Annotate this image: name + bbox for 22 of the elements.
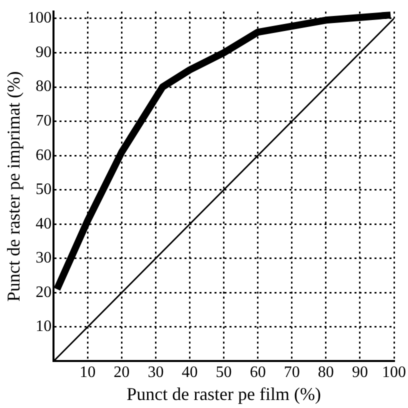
x-tick-label: 60 — [250, 364, 266, 382]
y-tick-label: 60 — [36, 146, 52, 164]
x-tick-label: 100 — [382, 364, 406, 382]
x-tick-label: 20 — [114, 364, 130, 382]
y-axis-title: Punct de raster pe imprimat (%) — [4, 71, 24, 302]
x-tick-label: 90 — [352, 364, 368, 382]
x-tick-label: 30 — [148, 364, 164, 382]
y-tick-label: 90 — [36, 44, 52, 61]
y-tick-label: 100 — [28, 10, 52, 27]
x-tick-label: 10 — [80, 364, 96, 382]
x-axis-title: Punct de raster pe film (%) — [126, 384, 322, 404]
y-tick-label: 30 — [36, 250, 52, 267]
y-tick-label: 40 — [36, 215, 52, 232]
x-tick-label: 40 — [182, 364, 198, 382]
y-tick-label: 50 — [36, 181, 52, 198]
x-tick-label: 50 — [216, 364, 232, 382]
x-tick-label: 70 — [284, 364, 300, 382]
y-tick-label: 20 — [36, 284, 52, 301]
y-tick-label: 70 — [36, 112, 52, 130]
y-tick-label: 10 — [36, 318, 52, 336]
x-tick-label: 80 — [318, 364, 334, 382]
y-tick-label: 80 — [36, 78, 52, 96]
